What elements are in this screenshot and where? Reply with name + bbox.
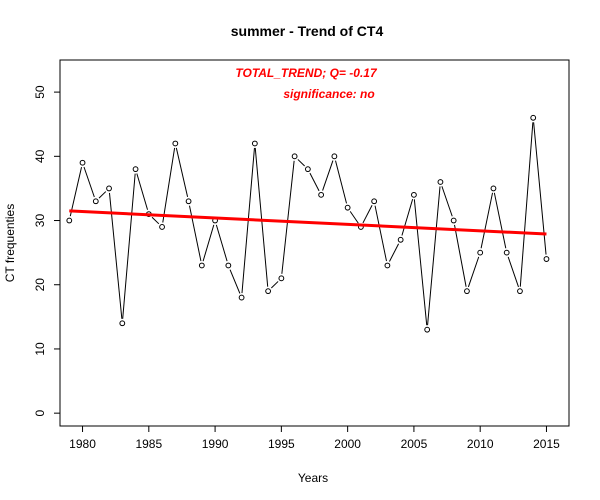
data-point <box>424 326 431 333</box>
series-segment <box>151 216 160 225</box>
series-segment <box>349 211 359 224</box>
data-point <box>278 275 285 282</box>
series-segment <box>480 192 494 249</box>
series-segment <box>389 243 400 262</box>
data-point <box>172 140 179 147</box>
series-segment <box>188 205 202 262</box>
data-point <box>530 114 537 121</box>
series-segment <box>122 173 136 319</box>
data-point <box>411 191 417 198</box>
data-point <box>79 159 86 166</box>
y-tick-label: 50 <box>33 85 47 99</box>
y-tick-label: 40 <box>33 149 47 163</box>
x-tick-label: 1990 <box>202 437 229 451</box>
data-point <box>106 185 112 192</box>
x-tick-label: 1995 <box>268 437 295 451</box>
data-point <box>384 262 391 269</box>
y-axis: 0 10 20 30 40 50 <box>33 85 60 417</box>
series-segment <box>374 205 387 262</box>
data-point <box>291 153 298 160</box>
series-segment <box>401 199 414 236</box>
data-point <box>450 217 457 224</box>
data-point <box>397 236 404 243</box>
data-series <box>66 114 550 333</box>
x-tick-label: 1985 <box>135 437 162 451</box>
data-point <box>437 179 444 185</box>
chart-title: summer - Trend of CT4 <box>231 23 384 39</box>
series-segment <box>493 192 507 249</box>
series-segment <box>270 281 279 289</box>
data-point <box>503 249 510 256</box>
data-point <box>119 320 126 327</box>
trend-line <box>69 209 547 236</box>
series-segment <box>362 205 373 224</box>
x-tick-label: 2015 <box>533 437 560 451</box>
data-point <box>92 198 99 205</box>
x-axis-label: Years <box>298 471 328 485</box>
series-segment <box>83 166 95 198</box>
series-segment <box>335 160 347 204</box>
data-point <box>344 204 351 211</box>
series-segment <box>441 186 453 217</box>
data-point <box>225 262 232 269</box>
series-segment <box>507 256 519 288</box>
series-segment <box>254 147 269 287</box>
data-point <box>159 224 165 230</box>
data-point <box>318 191 325 198</box>
series-segment <box>202 224 215 262</box>
y-tick-label: 10 <box>33 342 47 356</box>
series-segment <box>215 224 228 262</box>
series-segment <box>519 122 534 287</box>
data-point <box>198 262 205 269</box>
data-point <box>331 153 338 160</box>
data-point <box>517 288 523 295</box>
series-segment <box>297 159 305 167</box>
series-segment <box>454 224 467 287</box>
data-point <box>251 140 258 147</box>
data-point <box>265 288 272 295</box>
data-point <box>132 166 139 173</box>
data-point <box>304 166 311 173</box>
x-axis: 1980 1985 1990 1995 2000 2005 2010 2015 <box>69 426 560 451</box>
series-segment <box>427 186 441 326</box>
plot-frame <box>59 59 570 427</box>
series-segment <box>229 269 241 294</box>
series-segment <box>69 167 83 217</box>
x-tick-label: 2010 <box>467 437 494 451</box>
x-tick-label: 1980 <box>69 437 96 451</box>
series-segment <box>309 172 320 192</box>
data-point <box>543 256 550 262</box>
data-point <box>490 185 497 192</box>
x-tick-label: 2000 <box>334 437 361 451</box>
data-point <box>371 198 378 205</box>
series-segment <box>175 147 189 197</box>
total-trend-annotation: TOTAL_TREND; Q= -0.17 <box>235 66 378 80</box>
data-point <box>66 217 73 224</box>
series-segment <box>467 256 480 288</box>
series-segment <box>98 191 107 199</box>
series-segment <box>136 173 149 210</box>
series-segment <box>162 147 176 223</box>
x-tick-label: 2005 <box>401 437 428 451</box>
data-point <box>238 294 245 301</box>
series-segment <box>281 160 295 274</box>
y-tick-label: 0 <box>33 410 47 417</box>
y-tick-label: 30 <box>33 214 47 228</box>
data-point <box>464 288 470 295</box>
data-point <box>477 249 484 256</box>
y-tick-label: 20 <box>33 278 47 292</box>
data-point <box>185 198 192 205</box>
series-segment <box>322 160 334 191</box>
significance-annotation: significance: no <box>283 87 374 101</box>
y-axis-label: CT frequenties <box>3 204 17 283</box>
trend-line-group <box>69 209 547 236</box>
series-segment <box>413 199 428 326</box>
